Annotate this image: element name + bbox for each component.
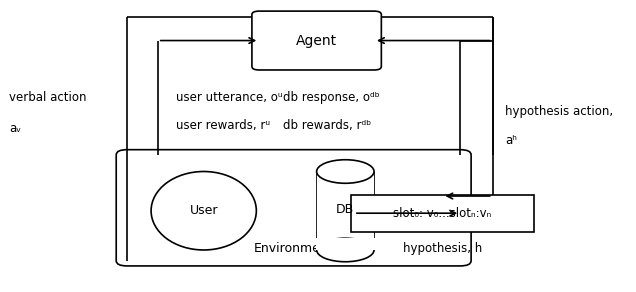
Text: hypothesis, h: hypothesis, h [403, 242, 482, 256]
Text: user rewards, rᵘ: user rewards, rᵘ [176, 119, 270, 133]
FancyBboxPatch shape [116, 150, 471, 266]
Text: slot₀: v₀...slotₙ:vₙ: slot₀: v₀...slotₙ:vₙ [393, 207, 492, 220]
Ellipse shape [317, 160, 374, 183]
Ellipse shape [151, 171, 256, 250]
Text: User: User [190, 204, 218, 217]
Text: Environment: Environment [254, 242, 333, 255]
Text: aᵥ: aᵥ [9, 122, 21, 135]
FancyBboxPatch shape [351, 194, 534, 232]
Text: db response, oᵈᵇ: db response, oᵈᵇ [283, 91, 380, 104]
Text: db rewards, rᵈᵇ: db rewards, rᵈᵇ [283, 119, 371, 133]
Ellipse shape [317, 238, 374, 262]
Text: DB: DB [336, 203, 354, 216]
FancyBboxPatch shape [252, 11, 382, 70]
Text: aʰ: aʰ [505, 134, 517, 147]
Bar [317, 171, 374, 250]
Text: Agent: Agent [296, 34, 337, 48]
Text: hypothesis action,: hypothesis action, [505, 105, 613, 118]
Text: user utterance, oᵘ: user utterance, oᵘ [176, 91, 282, 104]
Text: verbal action: verbal action [9, 91, 86, 104]
Bar [316, 238, 375, 250]
